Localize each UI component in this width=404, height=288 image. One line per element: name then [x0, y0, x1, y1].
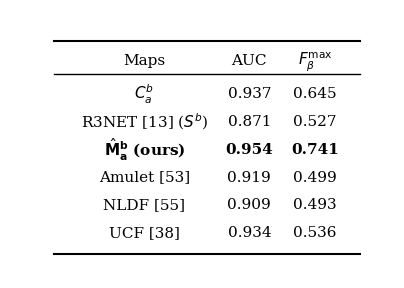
Text: 0.954: 0.954 — [225, 143, 273, 157]
Text: 0.919: 0.919 — [227, 170, 271, 185]
Text: R3NET [13] ($S^{b}$): R3NET [13] ($S^{b}$) — [81, 112, 208, 132]
Text: NLDF [55]: NLDF [55] — [103, 198, 185, 212]
Text: 0.499: 0.499 — [293, 170, 337, 185]
Text: Amulet [53]: Amulet [53] — [99, 170, 190, 185]
Text: 0.527: 0.527 — [293, 115, 337, 129]
Text: UCF [38]: UCF [38] — [109, 226, 180, 240]
Text: 0.536: 0.536 — [293, 226, 337, 240]
Text: 0.937: 0.937 — [227, 88, 271, 101]
Text: AUC: AUC — [231, 54, 267, 68]
Text: Maps: Maps — [123, 54, 166, 68]
Text: $\hat{\mathbf{M}}_{\mathbf{a}}^{\mathbf{b}}$ (ours): $\hat{\mathbf{M}}_{\mathbf{a}}^{\mathbf{… — [104, 137, 185, 163]
Text: 0.909: 0.909 — [227, 198, 271, 212]
Text: $F_{\beta}^{\max}$: $F_{\beta}^{\max}$ — [298, 50, 332, 73]
Text: 0.934: 0.934 — [227, 226, 271, 240]
Text: 0.871: 0.871 — [227, 115, 271, 129]
Text: $C_{a}^{b}$: $C_{a}^{b}$ — [135, 83, 154, 106]
Text: 0.493: 0.493 — [293, 198, 337, 212]
Text: 0.741: 0.741 — [291, 143, 339, 157]
Text: 0.645: 0.645 — [293, 88, 337, 101]
